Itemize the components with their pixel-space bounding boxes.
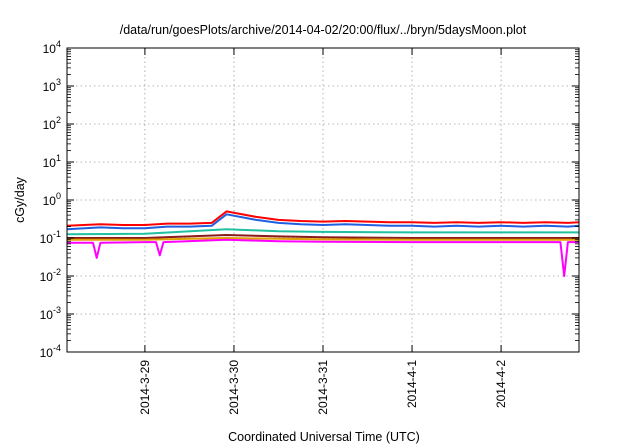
x-tick-label: 2014-3-30 [227, 360, 241, 415]
x-tick-label: 2014-4-2 [494, 360, 508, 408]
x-tick-label: 2014-3-29 [138, 360, 152, 415]
y-tick-label-exponent: 0 [56, 191, 61, 201]
y-tick-label-exponent: 4 [56, 39, 61, 49]
series-line-3 [66, 228, 579, 236]
y-tick-label-base: 10 [40, 308, 54, 322]
x-tick-label: 2014-3-31 [316, 360, 330, 415]
y-tick-label-exponent: 2 [56, 115, 61, 125]
y-tick-label: 10-2 [40, 267, 61, 284]
y-tick-label-base: 10 [43, 80, 57, 94]
y-tick-label-base: 10 [40, 346, 54, 360]
series-line-5 [67, 237, 579, 241]
y-tick-label-base: 10 [40, 232, 54, 246]
y-tick-label-exponent: -2 [53, 267, 61, 277]
y-tick-label: 10-1 [40, 229, 61, 246]
y-tick-label-base: 10 [40, 270, 54, 284]
y-tick-label-exponent: -1 [53, 229, 61, 239]
y-axis-label: cGy/day [13, 176, 27, 223]
y-tick-label: 102 [43, 115, 61, 132]
y-tick-label: 101 [43, 153, 61, 170]
series-line-4 [67, 234, 579, 239]
y-tick-label: 100 [43, 191, 61, 208]
y-tick-label-base: 10 [43, 194, 57, 208]
y-tick-label-exponent: -3 [53, 305, 61, 315]
y-tick-label-exponent: 3 [56, 77, 61, 87]
grid [67, 48, 579, 352]
series-line-6 [67, 238, 579, 277]
series-line-2 [66, 213, 580, 231]
y-tick-label-base: 10 [43, 42, 57, 56]
y-tick-label: 10-3 [40, 305, 61, 322]
y-tick-label-base: 10 [43, 156, 57, 170]
y-tick-label-exponent: -4 [53, 343, 61, 353]
x-tick-label: 2014-4-1 [405, 360, 419, 408]
plot-area-series [66, 210, 580, 277]
y-tick-label: 10-4 [40, 343, 61, 360]
x-axis-label: Coordinated Universal Time (UTC) [228, 430, 420, 444]
series-line-1 [66, 210, 580, 227]
y-tick-label: 104 [43, 39, 61, 56]
y-tick-label: 103 [43, 77, 61, 94]
y-tick-label-exponent: 1 [56, 153, 61, 163]
x-axis: 2014-3-29 2014-3-30 2014-3-31 2014-4-1 2014-… [138, 48, 508, 415]
y-tick-label-base: 10 [43, 118, 57, 132]
chart-title: /data/run/goesPlots/archive/2014-04-02/2… [120, 23, 527, 37]
